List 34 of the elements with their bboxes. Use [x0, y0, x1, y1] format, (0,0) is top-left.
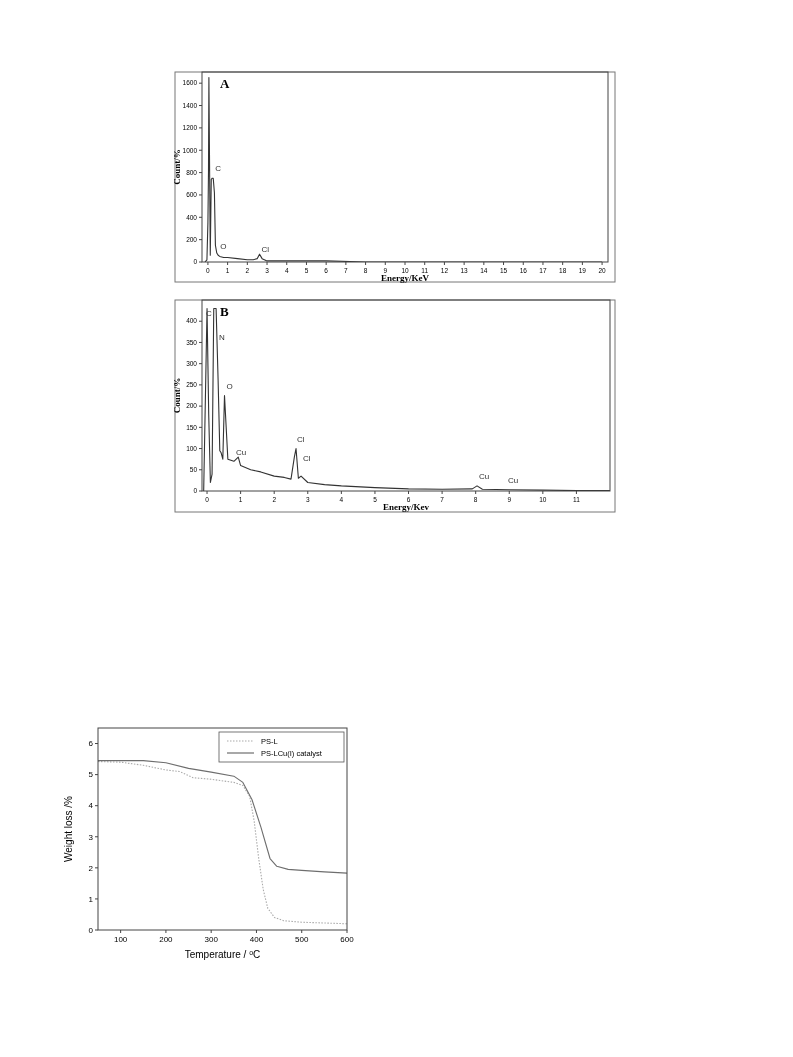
y-tick-label: 5 [88, 770, 94, 780]
y-axis-title: Count/% [172, 149, 182, 185]
y-axis-title: Weight loss /% [63, 795, 74, 862]
x-tick-label: 200 [159, 935, 174, 944]
annotation: N [219, 333, 226, 343]
x-tick-label: 600 [340, 935, 355, 944]
annotation: C [205, 309, 212, 319]
x-tick-label: 500 [295, 935, 309, 944]
x-tick-label: 400 [249, 935, 264, 944]
annotation: O [220, 241, 227, 251]
x-axis-title: Temperature / $^{o}$C [184, 948, 261, 960]
y-tick-label: 1 [88, 894, 94, 904]
chart-title: A [220, 76, 230, 91]
y-tick-label: 6 [88, 739, 94, 749]
chart-title: B [220, 304, 229, 319]
annotation: Cl [297, 435, 305, 445]
annotation: Cl [303, 454, 311, 464]
x-tick-label: 100 [113, 935, 128, 944]
annotation: Cu [479, 472, 490, 482]
y-tick-label: 3 [88, 832, 94, 842]
y-tick-label: 2 [88, 863, 94, 873]
annotation: Cu [235, 448, 247, 458]
y-axis-title: Count/% [172, 377, 182, 414]
annotation: Cu [507, 475, 519, 485]
x-axis-title: Energy/Kev [383, 502, 430, 512]
y-tick-label: 4 [88, 801, 94, 811]
annotation: Cl [261, 245, 270, 255]
x-axis-title: Energy/KeV [381, 273, 430, 283]
line-series [98, 761, 347, 925]
y-tick-label: 0 [88, 925, 94, 935]
line-series [98, 760, 347, 874]
annotation: O [226, 382, 233, 392]
x-tick-label: 300 [204, 935, 219, 944]
annotation: C [215, 163, 222, 173]
